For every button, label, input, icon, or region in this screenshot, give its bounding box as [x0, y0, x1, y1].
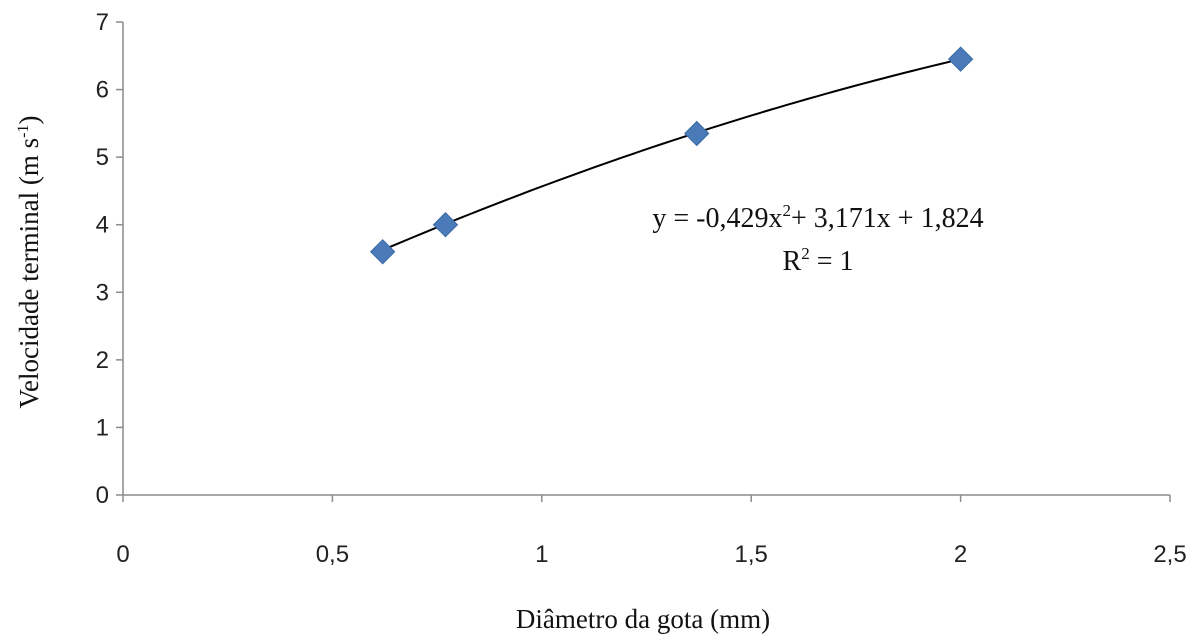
y-tick-label: 1: [96, 414, 109, 441]
trendline-equation: y = -0,429x2+ 3,171x + 1,824: [652, 201, 983, 234]
equation-exponent: 2: [783, 201, 792, 220]
plot-area: 0 1 2 3 4 5 6 7 0 0,5 1 1,5 2 2,5: [96, 9, 1187, 568]
y-tick-label: 2: [96, 347, 109, 374]
equation-part-1: y = -0,429x: [652, 203, 782, 234]
y-axis-title: Velocidade terminal (m s-1): [14, 116, 44, 409]
data-points: [369, 46, 974, 265]
y-axis-title-main: Velocidade terminal (m s: [14, 138, 44, 409]
x-tick-label: 2: [954, 541, 967, 568]
y-axis-title-close: ): [14, 116, 44, 125]
y-tick-label: 7: [96, 9, 109, 36]
y-tick-label: 5: [96, 144, 109, 171]
r2-exponent: 2: [801, 244, 810, 263]
y-tick-label: 0: [96, 482, 109, 509]
data-point: [684, 120, 710, 147]
y-tick-label: 6: [96, 77, 109, 104]
trendline: [382, 58, 961, 251]
y-tick-label: 3: [96, 279, 109, 306]
data-point: [432, 212, 459, 238]
y-axis-ticks: 0 1 2 3 4 5 6 7: [96, 9, 123, 509]
r-squared-label: R2 = 1: [783, 244, 854, 277]
data-point: [369, 239, 396, 265]
r2-part-2: = 1: [810, 246, 854, 277]
y-tick-label: 4: [96, 212, 109, 239]
x-tick-label: 1,5: [735, 541, 768, 568]
x-tick-label: 2,5: [1153, 541, 1186, 568]
data-point: [947, 46, 974, 72]
x-tick-label: 0: [116, 541, 129, 568]
x-axis-ticks: 0 0,5 1 1,5 2 2,5: [116, 495, 1187, 568]
y-axis-title-superscript: -1: [15, 125, 32, 138]
x-tick-label: 1: [535, 541, 548, 568]
x-tick-label: 0,5: [316, 541, 349, 568]
equation-part-2: + 3,171x + 1,824: [791, 203, 984, 234]
x-axis-title: Diâmetro da gota (mm): [516, 604, 770, 634]
r2-part-1: R: [783, 246, 802, 277]
